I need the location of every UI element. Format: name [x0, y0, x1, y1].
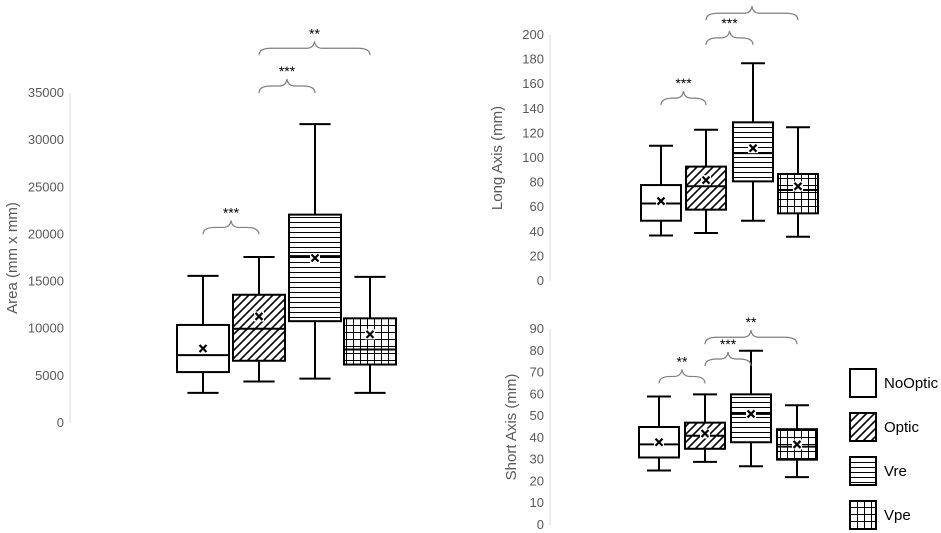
y-tick-label: 20	[530, 248, 544, 263]
mean-marker	[654, 437, 664, 448]
box-vpe	[776, 404, 818, 479]
legend-swatch	[849, 500, 877, 530]
significance-bracket: ***	[704, 336, 752, 367]
mean-marker	[254, 311, 264, 322]
y-tick-label: 100	[522, 150, 544, 165]
y-axis-label: Area (mm x mm)	[4, 202, 21, 314]
box-nooptic	[638, 395, 680, 472]
y-tick-label: 60	[530, 386, 544, 401]
y-tick-label: 60	[530, 199, 544, 214]
y-tick-label: 15000	[28, 274, 64, 289]
y-tick-label: 30	[530, 452, 544, 467]
y-tick-label: 40	[530, 430, 544, 445]
y-tick-label: 0	[57, 415, 64, 430]
y-tick-label: 20000	[28, 226, 64, 241]
legend-swatch	[849, 412, 877, 442]
legend-label: NoOptic	[884, 375, 939, 392]
legend-swatch	[849, 368, 877, 398]
significance-label: ***	[721, 15, 738, 31]
y-tick-label: 5000	[35, 368, 64, 383]
legend-label: Optic	[884, 419, 920, 436]
significance-label: ***	[223, 204, 240, 220]
mean-marker	[793, 181, 803, 192]
legend-item-vpe: Vpe	[849, 500, 911, 530]
mean-marker	[701, 175, 711, 186]
box-iqr	[685, 165, 727, 211]
box-vre	[730, 349, 772, 468]
box-iqr	[343, 317, 397, 366]
significance-bracket: ***	[660, 75, 707, 106]
significance-bracket: ***	[258, 63, 316, 94]
mean-marker	[748, 143, 758, 154]
y-tick-label: 90	[530, 321, 544, 336]
significance-label: ***	[720, 336, 737, 352]
significance-bracket: ***	[705, 15, 754, 45]
box-vpe	[777, 126, 819, 238]
significance-label: **	[309, 25, 320, 41]
box-optic	[685, 128, 727, 235]
box-nooptic	[640, 144, 682, 237]
box-vre	[288, 123, 342, 380]
box-vre	[732, 62, 774, 222]
y-tick-label: 120	[522, 125, 544, 140]
y-tick-label: 160	[522, 76, 544, 91]
y-axis-label: Long Axis (mm)	[489, 106, 506, 210]
mean-marker	[746, 408, 756, 419]
y-tick-label: 20	[530, 473, 544, 488]
mean-marker	[365, 329, 375, 340]
y-tick-label: 25000	[28, 179, 64, 194]
y-tick-label: 0	[537, 273, 544, 288]
y-tick-label: 35000	[28, 85, 64, 100]
legend-item-nooptic: NoOptic	[849, 368, 939, 398]
mean-marker	[310, 253, 320, 263]
significance-bracket: **	[658, 353, 706, 384]
y-tick-label: 140	[522, 101, 544, 116]
significance-label: *	[749, 0, 755, 6]
y-tick-label: 50	[530, 408, 544, 423]
legend: NoOptic Optic Vre Vpe	[849, 368, 939, 530]
y-tick-label: 10000	[28, 321, 64, 336]
significance-bracket: **	[258, 25, 371, 56]
y-tick-label: 10	[530, 495, 544, 510]
y-tick-label: 180	[522, 52, 544, 67]
y-tick-label: 80	[530, 175, 544, 190]
significance-bracket: *	[705, 0, 799, 21]
legend-label: Vpe	[884, 507, 911, 524]
box-iqr	[730, 393, 772, 444]
y-axis-label: Short Axis (mm)	[503, 374, 520, 481]
y-tick-label: 80	[530, 343, 544, 358]
legend-label: Vre	[884, 463, 907, 480]
mean-marker	[792, 439, 802, 450]
y-tick-label: 70	[530, 365, 544, 380]
significance-bracket: **	[704, 314, 798, 345]
box-nooptic	[176, 274, 230, 394]
chart-panel-1: 0 5000 10000 15000 20000 25000 30000 35000 Area …	[4, 25, 397, 430]
mean-marker	[656, 196, 666, 207]
legend-item-optic: Optic	[849, 412, 920, 442]
y-tick-label: 200	[522, 27, 544, 42]
box-optic	[684, 393, 726, 463]
y-tick-label: 0	[537, 517, 544, 532]
significance-label: ***	[675, 75, 692, 91]
y-tick-label: 30000	[28, 132, 64, 147]
significance-label: **	[677, 353, 688, 369]
box-vpe	[343, 275, 397, 394]
box-iqr	[777, 172, 819, 215]
y-tick-label: 40	[530, 224, 544, 239]
significance-label: ***	[279, 63, 296, 79]
legend-item-vre: Vre	[849, 456, 907, 486]
legend-swatch	[849, 456, 877, 486]
box-iqr	[288, 213, 342, 323]
chart-panel-2: 0 20 40 60 80 100 120 140 160 180 200 Long Axis (mm…	[489, 0, 819, 288]
significance-bracket: ***	[202, 204, 260, 235]
mean-marker	[198, 343, 208, 354]
box-optic	[232, 256, 286, 383]
mean-marker	[700, 428, 710, 439]
significance-label: **	[746, 314, 757, 330]
